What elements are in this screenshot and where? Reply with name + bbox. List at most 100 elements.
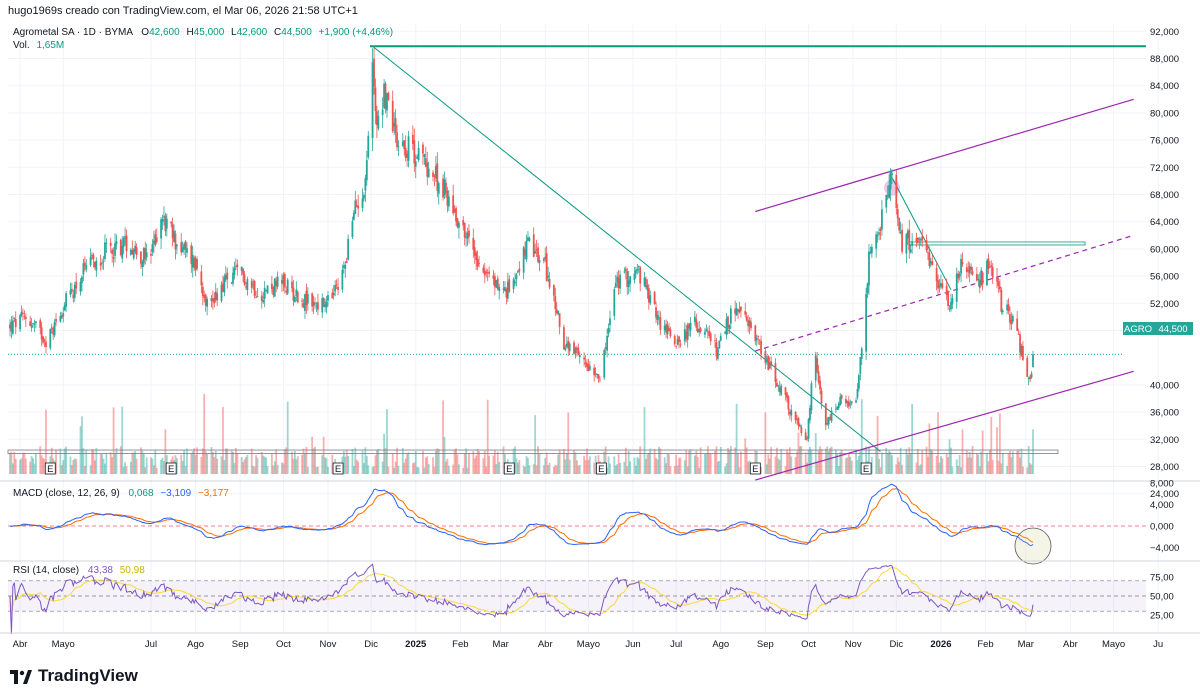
volume-bar — [89, 465, 92, 474]
candle-body — [693, 316, 696, 323]
volume-bar — [623, 461, 626, 474]
price-tick-label: 72,000 — [1150, 163, 1179, 174]
candle-body — [112, 257, 115, 259]
candle-body — [53, 322, 56, 336]
volume-bar — [858, 455, 860, 474]
candle-body — [357, 205, 360, 209]
volume-bar — [748, 460, 751, 474]
candle-body — [577, 347, 580, 355]
volume-bar — [685, 449, 688, 474]
volume-bar — [522, 465, 525, 474]
candle-body — [740, 306, 742, 311]
volume-bar — [144, 467, 147, 474]
candle-body — [508, 279, 511, 292]
candle-body — [534, 251, 537, 254]
volume-bar — [647, 452, 650, 474]
volume-bar — [478, 451, 480, 474]
legend-volume: Vol. 1,65M — [13, 40, 64, 51]
volume-bar — [527, 457, 529, 474]
candle-body — [940, 282, 942, 287]
candle-body — [104, 242, 106, 259]
volume-bar — [468, 453, 470, 474]
candle-body — [898, 217, 901, 231]
volume-bar — [918, 465, 921, 474]
candle-body — [850, 401, 853, 404]
volume-bar — [255, 455, 257, 474]
volume-bar — [663, 457, 666, 474]
volume-bar — [463, 453, 466, 474]
volume-bar — [886, 453, 889, 474]
earnings-marker-label: E — [863, 464, 869, 475]
candle-body — [373, 58, 375, 87]
candle-body — [422, 144, 424, 154]
candle-body — [868, 251, 870, 286]
candle-body — [455, 207, 457, 222]
time-tick-label: Dic — [889, 639, 903, 650]
volume-bar — [868, 447, 870, 474]
candle-body — [417, 147, 420, 161]
candle-body — [384, 83, 387, 109]
rsi-legend: RSI (14, close) 43,38 50,98 — [13, 565, 145, 576]
candle-body — [604, 347, 607, 350]
candle-body — [734, 308, 737, 314]
candle-body — [311, 293, 314, 307]
volume-bar — [1016, 450, 1019, 474]
volume-bar — [706, 446, 709, 474]
candle-body — [321, 298, 324, 313]
candle-body — [13, 318, 16, 319]
candle-body — [706, 331, 709, 333]
volume-bar — [273, 461, 276, 474]
candle-body — [155, 237, 158, 242]
candle-body — [20, 311, 23, 316]
candle-body — [718, 340, 721, 349]
volume-bar — [183, 450, 185, 474]
candle-body — [105, 242, 108, 244]
volume-bar — [485, 466, 488, 474]
candle-body — [211, 298, 214, 302]
rsi-ma-line — [9, 567, 1034, 616]
candle-body — [363, 194, 365, 199]
candle-body — [1006, 304, 1009, 311]
volume-bar — [977, 454, 980, 474]
candle-body — [119, 239, 122, 255]
volume-bar — [545, 452, 548, 474]
volume-bar — [788, 447, 791, 474]
candle-body — [226, 272, 229, 280]
candle-body — [971, 271, 974, 275]
candle-body — [653, 291, 656, 305]
volume-bar — [764, 412, 767, 474]
candle-body — [426, 162, 429, 177]
candle-body — [552, 285, 555, 296]
candle-body — [775, 382, 778, 387]
candle-body — [141, 261, 144, 268]
volume-bar — [588, 456, 591, 474]
drawings — [7, 45, 1146, 481]
volume-bar — [1010, 457, 1013, 474]
candle-body — [223, 276, 226, 293]
volume-bar — [768, 458, 771, 474]
volume-bar — [322, 436, 325, 474]
volume-bar — [181, 460, 184, 474]
candle-body — [132, 249, 135, 259]
volume-bar — [211, 451, 214, 474]
volume-bar — [164, 429, 167, 474]
price-tick-label: 36,000 — [1150, 408, 1179, 419]
candle-body — [210, 297, 213, 302]
candle-body — [925, 240, 928, 251]
volume-bar — [23, 452, 26, 474]
candle-body — [109, 242, 112, 246]
candle-body — [347, 238, 350, 260]
legend-change: +1,900 (+4,46%) — [319, 27, 394, 38]
volume-bar — [140, 447, 142, 474]
earnings-marker — [332, 462, 344, 475]
volume-bar — [778, 460, 781, 474]
candle-body — [304, 294, 306, 311]
channel-mid-line — [755, 234, 1134, 352]
legend-symbol: Agrometal SA · 1D · BYMA — [13, 27, 133, 38]
candle-body — [302, 303, 305, 308]
candle-body — [394, 118, 397, 133]
candle-body — [131, 249, 134, 255]
volume-bar — [747, 461, 750, 474]
